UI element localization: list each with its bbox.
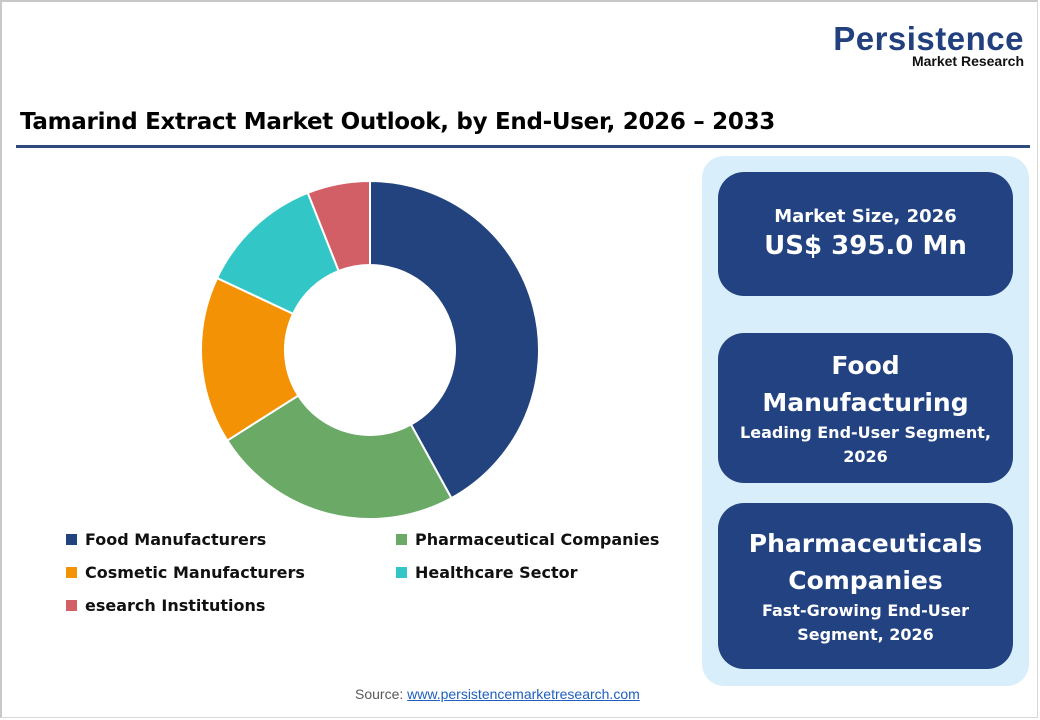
legend-item-pharmaceutical-companies: Pharmaceutical Companies [396,530,659,549]
donut-slice-pharmaceutical-companies [225,394,453,520]
legend-label: Cosmetic Manufacturers [85,563,305,582]
fast-growing-line2: Companies [788,566,943,595]
legend-swatch [396,567,407,578]
legend-item-research-institutions: esearch Institutions [66,596,265,615]
leading-segment-card: Food Manufacturing Leading End-User Segm… [718,333,1013,483]
legend-swatch [66,567,77,578]
legend-item-food-manufacturers: Food Manufacturers [66,530,266,549]
donut-slice-food-manufacturers [369,179,540,500]
legend-swatch [66,600,77,611]
market-size-card: Market Size, 2026 US$ 395.0 Mn [718,172,1013,296]
source-label: Source: [355,686,408,702]
source-note: Source: www.persistencemarketresearch.co… [355,686,640,702]
legend-label: Pharmaceutical Companies [415,530,660,549]
legend-label: esearch Institutions [85,596,266,615]
legend-item-healthcare-sector: Healthcare Sector [396,563,578,582]
fast-growing-segment-card: Pharmaceuticals Companies Fast-Growing E… [718,503,1013,669]
market-size-label: Market Size, 2026 [774,206,957,227]
donut-chart [200,179,540,520]
source-link[interactable]: www.persistencemarketresearch.com [407,686,640,702]
legend-item-cosmetic-manufacturers: Cosmetic Manufacturers [66,563,305,582]
leading-segment-line2: Manufacturing [762,388,969,417]
leading-segment-caption: Leading End-User Segment, 2026 [740,423,991,466]
fast-growing-line1: Pharmaceuticals [748,529,983,558]
market-size-value: US$ 395.0 Mn [764,231,967,261]
key-insights-panel: Market Size, 2026 US$ 395.0 Mn Food Manu… [702,156,1029,686]
logo-tagline: Market Research [911,53,1024,69]
persistence-logo: Persistence Market Research [833,20,1024,69]
legend-swatch [66,534,77,545]
legend-label: Healthcare Sector [415,563,578,582]
fast-growing-caption: Fast-Growing End-User Segment, 2026 [762,601,969,644]
legend-swatch [396,534,407,545]
legend-label: Food Manufacturers [85,530,267,549]
chart-title: Tamarind Extract Market Outlook, by End-… [20,109,775,135]
donut-slice-esearch-institutions [306,179,371,273]
title-underline [16,145,1030,148]
logo-name: Persistence [833,20,1024,57]
leading-segment-line1: Food [831,351,900,380]
